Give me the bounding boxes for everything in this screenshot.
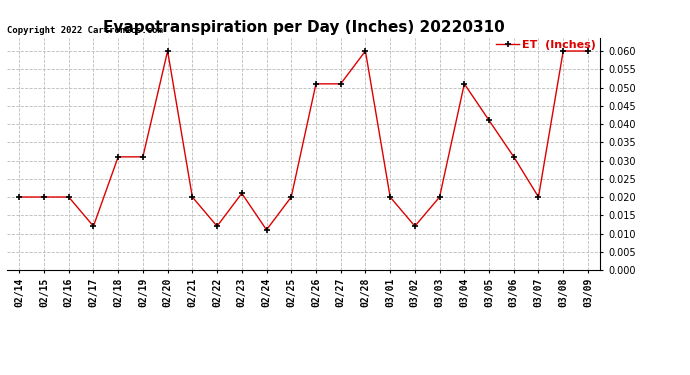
ET  (Inches): [362, 49, 370, 53]
ET  (Inches): [139, 154, 147, 159]
ET  (Inches): [65, 195, 73, 199]
ET  (Inches): [584, 49, 592, 53]
ET  (Inches): [460, 82, 469, 86]
ET  (Inches): [262, 228, 270, 232]
Line: ET  (Inches): ET (Inches): [16, 48, 591, 233]
ET  (Inches): [188, 195, 197, 199]
ET  (Inches): [485, 118, 493, 123]
ET  (Inches): [164, 49, 172, 53]
ET  (Inches): [312, 82, 320, 86]
ET  (Inches): [237, 191, 246, 196]
ET  (Inches): [337, 82, 345, 86]
Legend: ET  (Inches): ET (Inches): [492, 35, 600, 54]
ET  (Inches): [411, 224, 419, 228]
Text: Copyright 2022 Cartronics.com: Copyright 2022 Cartronics.com: [7, 26, 163, 35]
ET  (Inches): [40, 195, 48, 199]
ET  (Inches): [114, 154, 122, 159]
ET  (Inches): [534, 195, 542, 199]
ET  (Inches): [89, 224, 97, 228]
ET  (Inches): [386, 195, 394, 199]
ET  (Inches): [287, 195, 295, 199]
ET  (Inches): [559, 49, 567, 53]
ET  (Inches): [213, 224, 221, 228]
Title: Evapotranspiration per Day (Inches) 20220310: Evapotranspiration per Day (Inches) 2022…: [103, 20, 504, 35]
ET  (Inches): [435, 195, 444, 199]
ET  (Inches): [15, 195, 23, 199]
ET  (Inches): [510, 154, 518, 159]
